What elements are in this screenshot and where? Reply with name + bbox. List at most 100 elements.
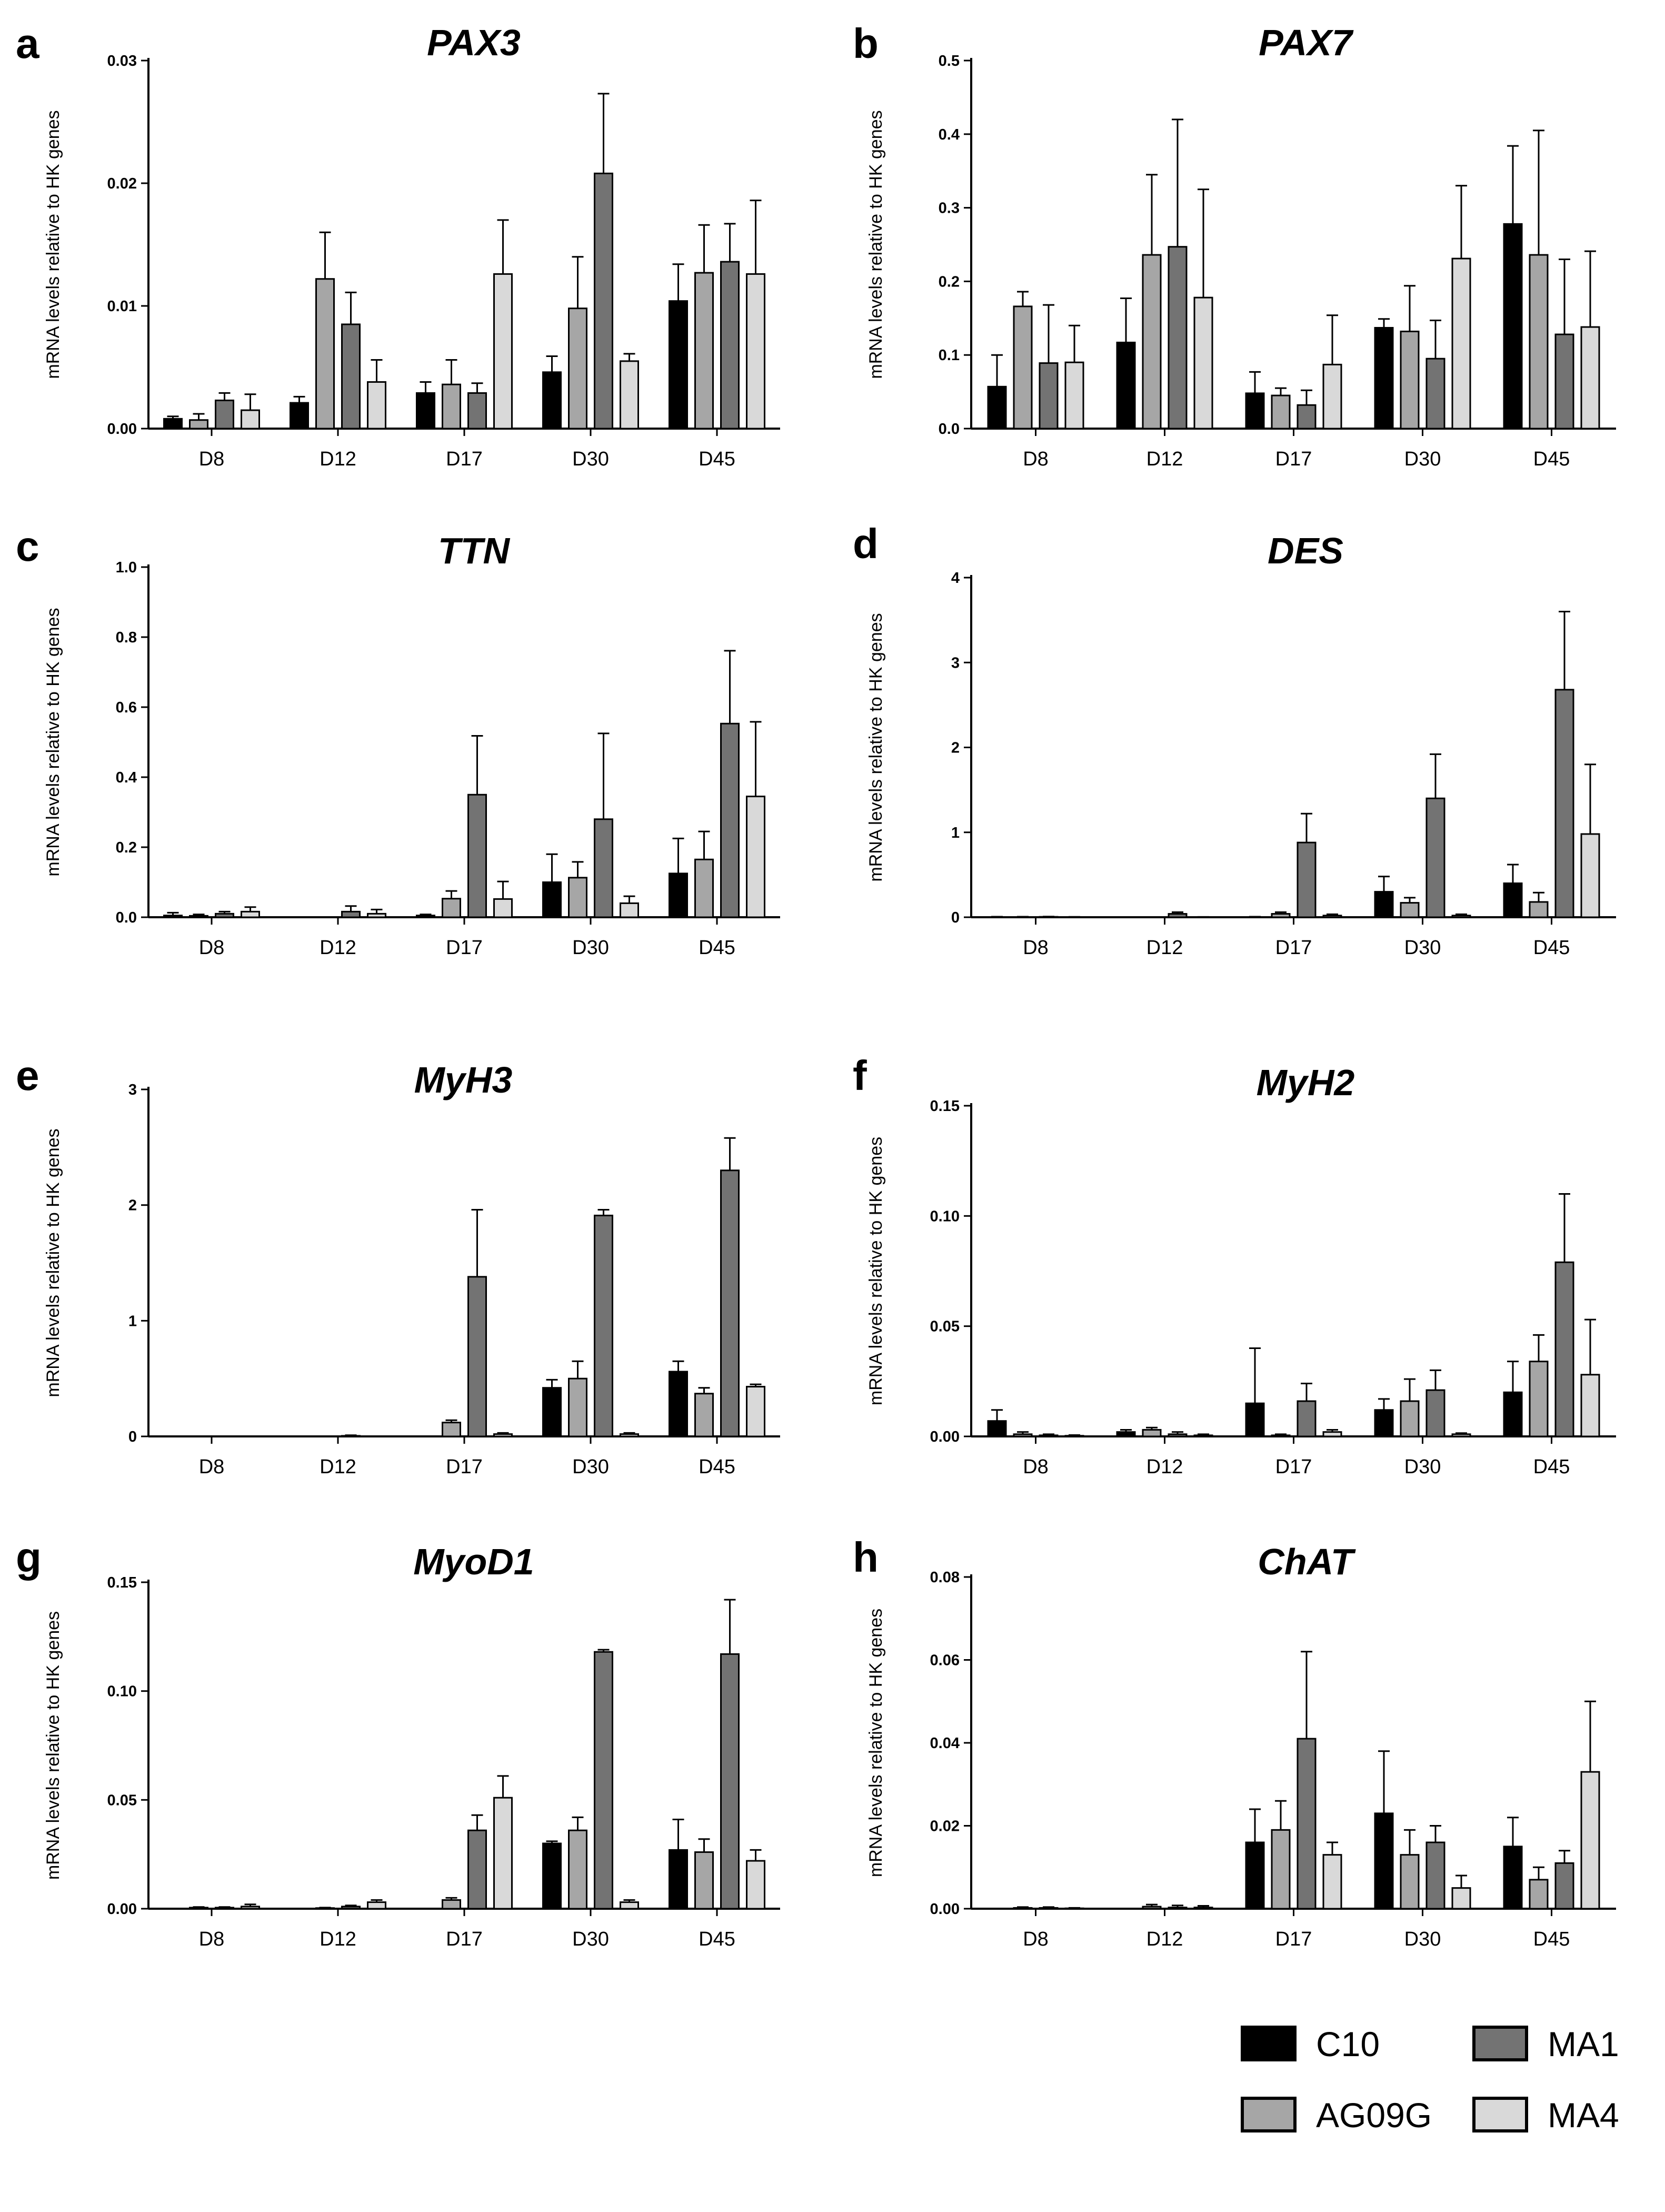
bar-ma4	[1322, 1854, 1342, 1910]
x-tick-label: D17	[1275, 937, 1312, 959]
bar-c10	[542, 1387, 562, 1437]
bar-ma1	[1425, 1841, 1445, 1910]
bar-ag09g	[1271, 1829, 1291, 1910]
bar-c10	[1374, 1812, 1394, 1910]
x-tick-label: D30	[1404, 937, 1441, 959]
bar-ma1	[720, 1653, 740, 1910]
chart-title: PAX3	[427, 22, 521, 63]
x-tick-label: D12	[320, 1928, 356, 1950]
y-tick-label: 0	[128, 1429, 137, 1445]
bar-ag09g	[442, 1422, 461, 1437]
bar-ma4	[1580, 1374, 1600, 1437]
y-tick-label: 0.03	[107, 53, 137, 70]
bar-ag09g	[1529, 254, 1549, 430]
bar-ma1	[1168, 246, 1188, 430]
y-tick-label: 0.15	[930, 1098, 960, 1115]
legend-swatch	[1472, 2026, 1528, 2061]
y-axis-label: mRNA levels relative to HK genes	[43, 1128, 63, 1397]
bar-c10	[163, 418, 183, 430]
y-tick-label: 0.00	[107, 421, 137, 438]
bar-ma1	[1039, 1434, 1059, 1437]
x-tick-label: D12	[320, 937, 356, 959]
x-tick-label: D45	[1533, 1928, 1570, 1950]
bar-c10	[1374, 326, 1394, 430]
x-tick-label: D8	[199, 1928, 225, 1950]
bar-ma4	[1193, 296, 1213, 430]
bar-ag09g	[1142, 1429, 1162, 1437]
bar-ma1	[467, 793, 487, 918]
bar-ma4	[1322, 915, 1342, 918]
x-tick-label: D45	[1533, 1456, 1570, 1478]
x-tick-label: D17	[446, 937, 483, 959]
y-tick-label: 0.00	[930, 1901, 960, 1918]
y-axis-label: mRNA levels relative to HK genes	[43, 608, 63, 876]
panel-b: b PAX7 mRNA levels relative to HK genes 0.0…	[853, 20, 1616, 470]
bar-ma1	[1425, 358, 1445, 430]
bar-ma1	[594, 818, 613, 918]
bar-ma1	[720, 722, 740, 918]
bar-ma4	[746, 1386, 765, 1437]
bar-ag09g	[442, 1899, 461, 1910]
chart-title: TTN	[438, 530, 511, 571]
bar-ag09g	[1271, 394, 1291, 430]
bar-ma1	[341, 910, 361, 918]
bar-c10	[669, 1849, 688, 1910]
bar-ma1	[1168, 913, 1188, 918]
bar-ma1	[215, 1907, 234, 1910]
bar-ma1	[594, 172, 613, 430]
bar-ma4	[241, 910, 260, 918]
y-tick-label: 0.01	[107, 298, 137, 315]
bar-ma4	[1064, 361, 1084, 430]
x-tick-label: D8	[199, 1456, 225, 1478]
bar-ma4	[1580, 1771, 1600, 1910]
bar-c10	[669, 1371, 688, 1437]
legend-item-ag09g: AG09G	[1241, 2096, 1432, 2135]
bar-ag09g	[1271, 1434, 1291, 1437]
bar-ma1	[1554, 1261, 1574, 1437]
bar-ma4	[493, 898, 513, 918]
y-tick-label: 0.6	[116, 699, 137, 716]
bar-c10	[669, 872, 688, 918]
y-tick-label: 3	[951, 654, 960, 671]
bar-ma1	[1168, 1433, 1188, 1437]
bar-ag09g	[1013, 305, 1033, 430]
x-tick-label: D12	[1146, 1456, 1183, 1478]
bar-c10	[1116, 341, 1136, 430]
bar-ma1	[720, 1169, 740, 1437]
panel-d: d DES mRNA levels relative to HK genes 0 1 2 3…	[853, 520, 1616, 959]
x-tick-label: D8	[1023, 1928, 1049, 1950]
chart-title: PAX7	[1259, 22, 1354, 63]
bar-ma4	[1451, 1887, 1471, 1910]
bar-c10	[987, 1420, 1007, 1437]
bar-c10	[1245, 392, 1265, 430]
bar-ag09g	[1400, 902, 1420, 918]
bar-ma4	[493, 1433, 513, 1437]
bar-ma1	[341, 323, 361, 430]
chart-title: MyoD1	[413, 1541, 534, 1582]
bar-ag09g	[1529, 901, 1549, 918]
bar-ma1	[1168, 1907, 1188, 1910]
bar-c10	[1116, 1431, 1136, 1437]
bar-ag09g	[1013, 1907, 1033, 1910]
bar-ag09g	[1529, 1361, 1549, 1437]
bar-c10	[1245, 1402, 1265, 1437]
bar-ma4	[1451, 915, 1471, 918]
x-tick-label: D8	[1023, 937, 1049, 959]
bar-ag09g	[189, 915, 208, 918]
y-tick-label: 0	[951, 909, 960, 926]
bar-ma4	[1322, 1431, 1342, 1437]
bar-ma1	[215, 912, 234, 918]
legend-label: C10	[1316, 2025, 1380, 2064]
bar-ma1	[1554, 1862, 1574, 1910]
y-tick-label: 0.3	[939, 200, 960, 217]
panel-letter: g	[16, 1534, 42, 1581]
panel-letter: c	[16, 523, 39, 570]
bar-c10	[416, 915, 435, 918]
x-tick-label: D12	[320, 448, 356, 470]
bar-ma1	[341, 1906, 361, 1910]
x-tick-label: D30	[572, 937, 609, 959]
bar-c10	[542, 1842, 562, 1910]
y-tick-label: 1.0	[116, 559, 137, 576]
x-tick-label: D12	[1146, 448, 1183, 470]
